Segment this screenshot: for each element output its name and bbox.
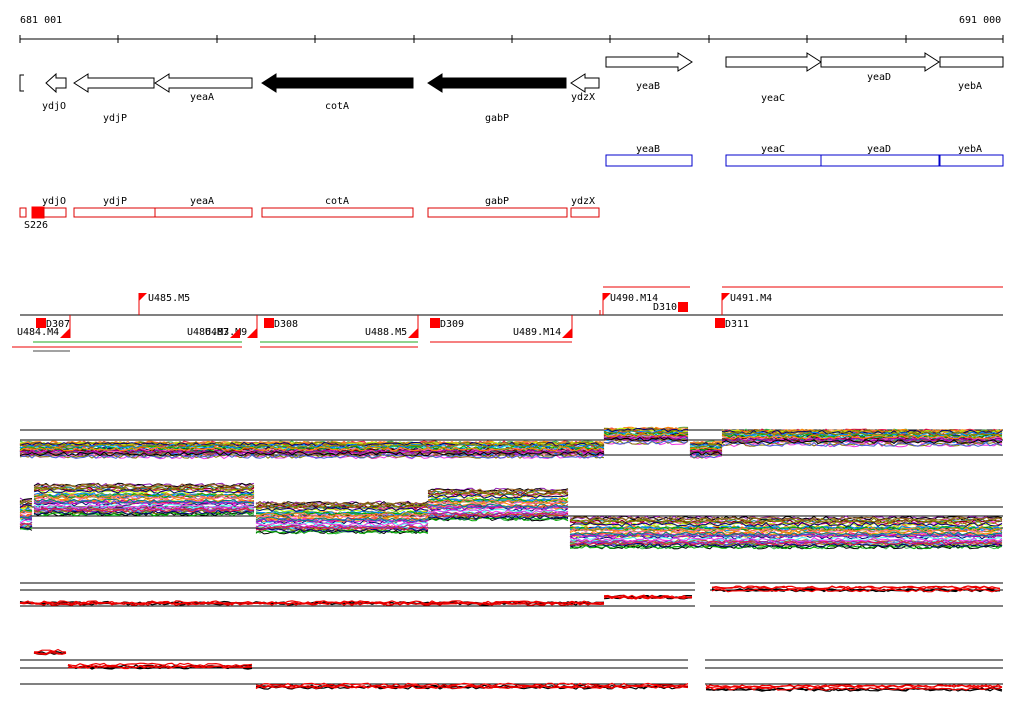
rev-marker-label: S226 bbox=[24, 220, 48, 231]
fwd-label-yebA: yebA bbox=[958, 144, 982, 155]
gene-label-yebA: yebA bbox=[958, 81, 982, 92]
expression-trace bbox=[19, 504, 1003, 543]
gene-label-gabP: gabP bbox=[485, 113, 509, 124]
unit-label-U489: U489.M14 bbox=[513, 327, 561, 338]
gene-arrow-yebA[interactable] bbox=[939, 56, 1004, 68]
unit-label-D311: D311 bbox=[725, 319, 749, 330]
expression-trace bbox=[19, 594, 693, 605]
ruler-start-label: 681 001 bbox=[20, 15, 62, 26]
unit-label-U488: U488.M5 bbox=[365, 327, 407, 338]
fwd-label-yeaC: yeaC bbox=[761, 144, 785, 155]
unit-label-D308: D308 bbox=[274, 319, 298, 330]
expression-trace bbox=[705, 684, 1003, 689]
panel4-traces bbox=[33, 648, 1003, 692]
unit-label-D309: D309 bbox=[440, 319, 464, 330]
fwd-label-yeaB: yeaB bbox=[636, 144, 660, 155]
gene-label-ydjP: ydjP bbox=[103, 113, 127, 124]
gene-arrow-ydjP[interactable] bbox=[73, 73, 155, 93]
expression-trace bbox=[19, 432, 1003, 452]
expression-trace bbox=[711, 585, 1001, 590]
expression-trace bbox=[19, 488, 1003, 527]
unit-label-D307: D307 bbox=[46, 319, 70, 330]
forward-transcript-track: yeaB yeaC yeaD yebA bbox=[605, 144, 1004, 167]
rev-label-ydjO: ydjO bbox=[42, 196, 66, 207]
gene-label-yeaB: yeaB bbox=[636, 81, 660, 92]
gene-arrow-yeaC[interactable] bbox=[725, 52, 822, 72]
unit-label-U486: U486.M3 bbox=[187, 327, 229, 338]
expression-trace bbox=[19, 435, 1003, 455]
panel2-traces bbox=[19, 482, 1003, 550]
gene-arrow-yeaB[interactable] bbox=[605, 52, 693, 72]
expression-trace bbox=[19, 492, 1003, 531]
expression-trace bbox=[705, 686, 1003, 691]
unit-label-U484: U484.M4 bbox=[17, 327, 59, 338]
gene-label-cotA: cotA bbox=[325, 101, 349, 112]
unit-label-U487: U487.M9 bbox=[205, 327, 247, 338]
rev-label-ydzX: ydzX bbox=[571, 196, 595, 207]
gene-label-yeaD: yeaD bbox=[867, 72, 891, 83]
expression-plot-panels bbox=[19, 426, 1003, 692]
expression-trace bbox=[705, 684, 1003, 689]
expression-trace bbox=[19, 426, 1003, 446]
expression-trace bbox=[33, 650, 689, 689]
unit-label-U490: U490.M14 bbox=[610, 293, 658, 304]
ruler-end-label: 691 000 bbox=[959, 15, 1001, 26]
expression-trace bbox=[19, 489, 1003, 528]
expression-trace bbox=[19, 483, 1003, 522]
rev-label-ydjP: ydjP bbox=[103, 196, 127, 207]
expression-trace bbox=[19, 440, 1003, 459]
gene-label-ydzX: ydzX bbox=[571, 92, 595, 103]
unit-label-U491: U491.M4 bbox=[730, 293, 772, 304]
panel3-traces bbox=[19, 585, 1001, 606]
expression-trace bbox=[19, 427, 1003, 447]
panel1-traces bbox=[19, 426, 1003, 460]
expression-trace bbox=[19, 494, 1003, 533]
expression-trace bbox=[19, 437, 1003, 457]
gene-arrow-ydzX[interactable] bbox=[570, 73, 600, 93]
rev-label-gabP: gabP bbox=[485, 196, 509, 207]
expression-trace bbox=[19, 507, 1003, 546]
rev-label-cotA: cotA bbox=[325, 196, 349, 207]
gene-track: ydjO ydjP yeaA cotA gabP ydzX yeaB yeaC bbox=[19, 52, 1004, 124]
expression-trace bbox=[19, 497, 1003, 536]
expression-trace bbox=[33, 651, 689, 690]
coordinate-ruler: 681 001 691 000 bbox=[19, 15, 1004, 43]
expression-trace bbox=[19, 509, 1003, 548]
gene-label-ydjO: ydjO bbox=[42, 101, 66, 112]
unit-label-D310: D310 bbox=[653, 302, 677, 313]
expression-trace bbox=[20, 498, 1003, 537]
expression-trace bbox=[19, 485, 1003, 524]
unit-label-U485: U485.M5 bbox=[148, 293, 190, 304]
expression-trace bbox=[19, 437, 1003, 457]
expression-trace bbox=[711, 588, 1001, 593]
gene-arrow-ydjO[interactable] bbox=[45, 72, 67, 94]
reverse-transcript-track: ydjO S226 ydjP yeaA cotA gabP ydzX bbox=[19, 196, 600, 231]
gene-arrow-yeaA[interactable] bbox=[154, 73, 253, 93]
rev-label-yeaA: yeaA bbox=[190, 196, 214, 207]
gene-label-yeaC: yeaC bbox=[761, 93, 785, 104]
transcription-unit-track: U485.M5 U490.M14 D310 U491.M4 D307 U484.… bbox=[12, 286, 1003, 352]
gene-label-yeaA: yeaA bbox=[190, 92, 214, 103]
gene-arrow-cotA[interactable] bbox=[261, 73, 414, 93]
expression-trace bbox=[19, 486, 1003, 525]
expression-trace bbox=[19, 434, 1003, 453]
expression-trace bbox=[19, 432, 1003, 452]
gene-arrow-gabP[interactable] bbox=[427, 73, 567, 93]
gene-arrow-yeaD[interactable] bbox=[820, 52, 940, 72]
fwd-label-yeaD: yeaD bbox=[867, 144, 891, 155]
expression-trace bbox=[19, 429, 1003, 449]
expression-trace bbox=[33, 650, 688, 689]
